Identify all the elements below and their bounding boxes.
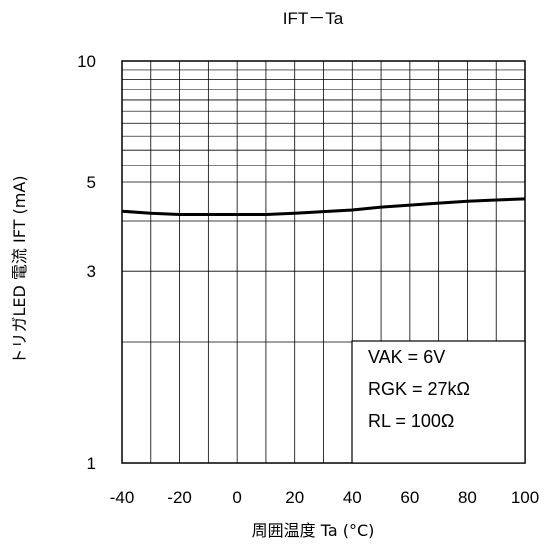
y-tick-label: 3 bbox=[87, 262, 96, 281]
condition-rl: RL = 100Ω bbox=[368, 411, 454, 431]
x-tick-label: -20 bbox=[167, 488, 192, 507]
y-tick-label: 10 bbox=[77, 52, 96, 71]
series-line bbox=[121, 197, 526, 216]
series-layer bbox=[121, 197, 526, 216]
y-axis-title: トリガLED 電流 IFT (mA) bbox=[10, 175, 29, 364]
x-tick-label: 0 bbox=[232, 488, 241, 507]
y-tick-label: 5 bbox=[87, 173, 96, 192]
plot-frame bbox=[121, 60, 526, 464]
x-tick-labels: -40 -20 0 20 40 60 80 100 bbox=[110, 488, 539, 507]
conditions-box-frame bbox=[351, 340, 526, 464]
conditions-box: VAK = 6V RGK = 27kΩ RL = 100Ω bbox=[351, 340, 526, 464]
x-tick-label: 100 bbox=[511, 488, 539, 507]
chart-title: IFT－Ta bbox=[283, 9, 344, 28]
y-tick-label: 1 bbox=[87, 454, 96, 473]
y-tick-labels: 1 3 5 10 bbox=[77, 52, 96, 473]
condition-rgk: RGK = 27kΩ bbox=[368, 379, 470, 399]
condition-vak: VAK = 6V bbox=[368, 347, 445, 367]
x-tick-label: 60 bbox=[400, 488, 419, 507]
x-tick-label: 20 bbox=[285, 488, 304, 507]
x-tick-label: -40 bbox=[110, 488, 135, 507]
x-tick-label: 80 bbox=[458, 488, 477, 507]
x-tick-label: 40 bbox=[343, 488, 362, 507]
x-axis-title: 周囲温度 Ta (°C) bbox=[252, 521, 375, 540]
